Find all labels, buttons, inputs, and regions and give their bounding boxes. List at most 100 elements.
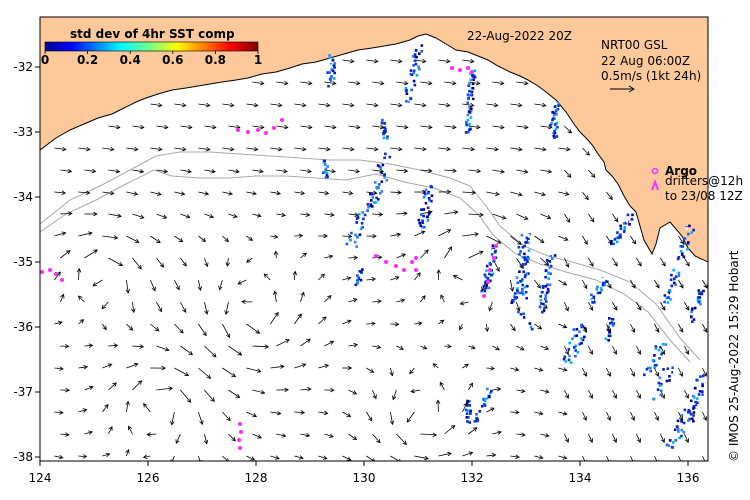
sst-cell [694,387,697,390]
sst-cell [554,254,557,257]
sst-cell [366,219,369,222]
sst-cell [474,420,477,423]
sst-cell [427,202,430,205]
sst-cell [555,109,558,112]
sst-cell [472,78,475,81]
sst-cell [526,285,529,288]
sst-cell [683,255,686,258]
drifters-time-label: to 23/08 12Z [665,189,743,203]
sst-cell [490,390,493,393]
sst-cell [373,201,376,204]
sst-cell [596,286,599,289]
sst-cell [553,112,556,115]
sst-cell [660,353,663,356]
sst-cell [620,228,623,231]
lon-tick-label: 124 [29,471,52,485]
sst-cell [408,94,411,97]
sst-cell [466,420,469,423]
sst-cell [686,248,689,251]
sst-cell [492,244,495,247]
sst-cell [546,292,549,295]
sst-cell [405,100,408,103]
sst-cell [469,421,472,424]
drifter-position [236,128,240,132]
sst-cell [563,358,566,361]
sst-cell [350,232,353,235]
sst-cell [414,77,417,80]
sst-cell [523,256,526,259]
sst-cell [687,411,690,414]
sst-cell [685,227,688,230]
sst-cell [541,311,544,314]
sst-cell [596,295,599,298]
credit-text: © IMOS 25-Aug-2022 15:29 Hobart [727,250,741,462]
sst-cell [430,186,433,189]
current-time-label: 22 Aug 06:00Z [601,54,690,68]
sst-cell [677,420,680,423]
sst-cell [658,349,661,352]
sst-cell [517,291,520,294]
sst-cell [524,241,527,244]
sst-cell [539,306,542,309]
sst-cell [544,276,547,279]
sst-cell [381,190,384,193]
sst-cell [650,401,653,404]
sst-cell [371,205,374,208]
sst-cell [570,361,573,364]
sst-cell [671,285,674,288]
current-vector [708,434,712,442]
drifter-position [482,294,486,298]
sst-cell [701,390,704,393]
sst-cell [680,250,683,253]
sst-cell [384,122,387,125]
sst-cell [669,439,672,442]
sst-cell [655,347,658,350]
sst-cell [386,137,389,140]
sst-cell [627,214,630,217]
sst-cell [687,233,690,236]
sst-cell [325,176,328,179]
sst-cell [516,276,519,279]
sst-cell [542,286,545,289]
sst-cell [669,371,672,374]
sst-cell [564,360,567,363]
sst-cell [687,241,690,244]
drifter-position [486,280,490,284]
sst-cell [425,202,428,205]
sst-cell [693,396,696,399]
sst-cell [593,296,596,299]
sst-cell [523,253,526,256]
sst-cell [609,335,612,338]
sst-cell [381,180,384,183]
sst-cell [525,297,528,300]
sst-cell [602,278,605,281]
sst-cell [524,276,527,279]
sst-cell [488,287,491,290]
sst-cell [367,203,370,206]
sst-cell [410,101,413,104]
sst-cell [521,234,524,237]
sst-cell [331,68,334,71]
sst-cell [666,293,669,296]
sst-cell [568,348,571,351]
sst-cell [602,284,605,287]
lon-tick-label: 136 [677,471,700,485]
sst-cell [673,278,676,281]
drifter-position [394,264,398,268]
sst-cell [696,397,699,400]
sst-cell [549,132,552,135]
sst-cell [418,219,421,222]
sst-cell [516,287,519,290]
sst-cell [414,84,417,87]
sst-cell [675,439,678,442]
sst-cell [420,225,423,228]
lat-tick-label: -38 [13,450,33,464]
sst-cell [484,274,487,277]
sst-cell [432,192,435,195]
sst-cell [591,301,594,304]
sst-cell [527,257,530,260]
sst-cell [480,408,483,411]
sst-cell [470,94,473,97]
sst-cell [698,393,701,396]
sst-cell [653,354,656,357]
